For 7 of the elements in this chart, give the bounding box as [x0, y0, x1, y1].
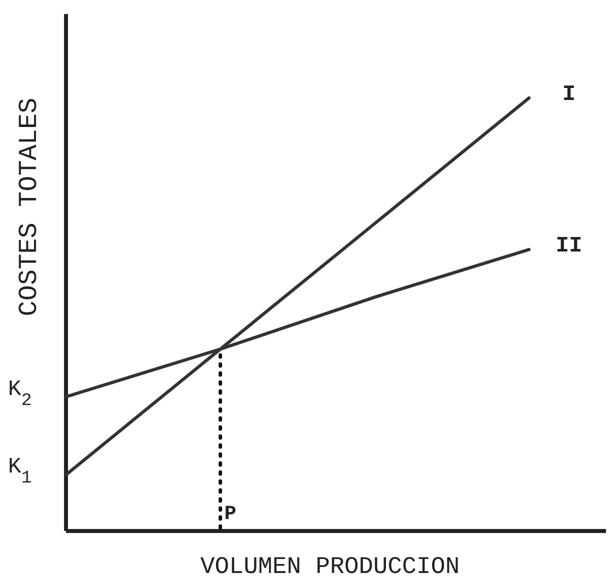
series-label: I: [562, 82, 576, 107]
x-axis-title: VOLUMEN PRODUCCION: [200, 554, 460, 578]
series-label: II: [556, 234, 582, 259]
text: K$_{2}$: [8, 376, 32, 411]
text: K$_{1}$: [8, 454, 32, 489]
y-axis-title: COSTES TOTALES: [14, 98, 44, 316]
annotation: P: [224, 503, 236, 526]
